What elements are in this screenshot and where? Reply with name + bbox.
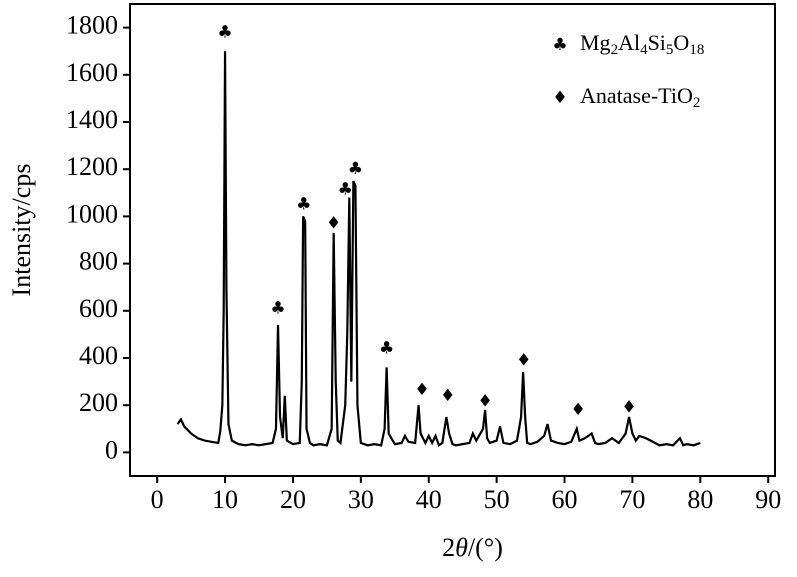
y-tick-label: 600 xyxy=(79,294,118,323)
x-axis-label-part: ) xyxy=(494,533,503,562)
x-axis-label-part: / xyxy=(468,533,476,562)
x-axis-label-part: θ xyxy=(455,533,468,562)
y-tick-label: 1800 xyxy=(66,11,118,40)
legend-label: Anatase-TiO2 xyxy=(580,83,700,111)
legend-label-part: 4 xyxy=(640,42,648,58)
legend-label-part: O xyxy=(673,30,689,55)
legend-label-part: Al xyxy=(618,30,640,55)
peak-marker: ♣ xyxy=(348,159,363,179)
x-tick-label: 80 xyxy=(687,485,713,514)
legend-symbol: ♦ xyxy=(552,88,567,108)
peak-marker: ♣ xyxy=(338,179,353,199)
legend-label-part: 18 xyxy=(689,42,704,58)
y-tick-label: 800 xyxy=(79,247,118,276)
peak-marker: ♣ xyxy=(270,298,285,318)
legend-label-part: 2 xyxy=(693,95,701,111)
x-tick-label: 30 xyxy=(348,485,374,514)
x-tick-label: 70 xyxy=(619,485,645,514)
legend-label-part: Anatase-TiO xyxy=(580,83,693,108)
x-tick-label: 10 xyxy=(212,485,238,514)
x-axis-label-part: ° xyxy=(484,533,494,562)
legend-label-part: Si xyxy=(648,30,666,55)
legend-symbol: ♣ xyxy=(552,35,567,55)
legend-label-part: Mg xyxy=(580,30,611,55)
peak-marker: ♦ xyxy=(477,392,492,412)
y-tick-label: 1000 xyxy=(66,199,118,228)
peak-marker: ♣ xyxy=(217,22,232,42)
peak-marker: ♦ xyxy=(440,386,455,406)
peak-marker: ♣ xyxy=(379,339,394,359)
legend-label-part: 5 xyxy=(666,42,674,58)
peak-marker: ♦ xyxy=(326,213,341,233)
x-tick-label: 90 xyxy=(755,485,781,514)
x-axis-label-part: 2 xyxy=(442,533,455,562)
x-tick-label: 60 xyxy=(552,485,578,514)
y-tick-label: 400 xyxy=(79,341,118,370)
y-tick-label: 200 xyxy=(79,388,118,417)
y-tick-label: 1400 xyxy=(66,105,118,134)
y-tick-label: 0 xyxy=(105,435,118,464)
x-tick-label: 0 xyxy=(151,485,164,514)
peak-marker: ♦ xyxy=(570,400,585,420)
y-axis-label: Intensity/cps xyxy=(7,164,36,297)
peak-marker: ♣ xyxy=(296,195,311,215)
x-tick-label: 50 xyxy=(484,485,510,514)
peak-marker: ♦ xyxy=(516,350,531,370)
x-axis-label: 2θ/(°) xyxy=(442,533,503,562)
legend-label: Mg2Al4Si5O18 xyxy=(580,30,704,58)
xrd-line xyxy=(176,51,701,448)
legend-label-part: 2 xyxy=(611,42,619,58)
x-tick-label: 20 xyxy=(280,485,306,514)
peak-marker: ♦ xyxy=(621,398,636,418)
peak-marker: ♦ xyxy=(414,380,429,400)
plot-frame xyxy=(129,3,776,477)
y-tick-label: 1600 xyxy=(66,58,118,87)
x-tick-label: 40 xyxy=(416,485,442,514)
y-tick-label: 1200 xyxy=(66,152,118,181)
x-axis-label-part: ( xyxy=(475,533,484,562)
